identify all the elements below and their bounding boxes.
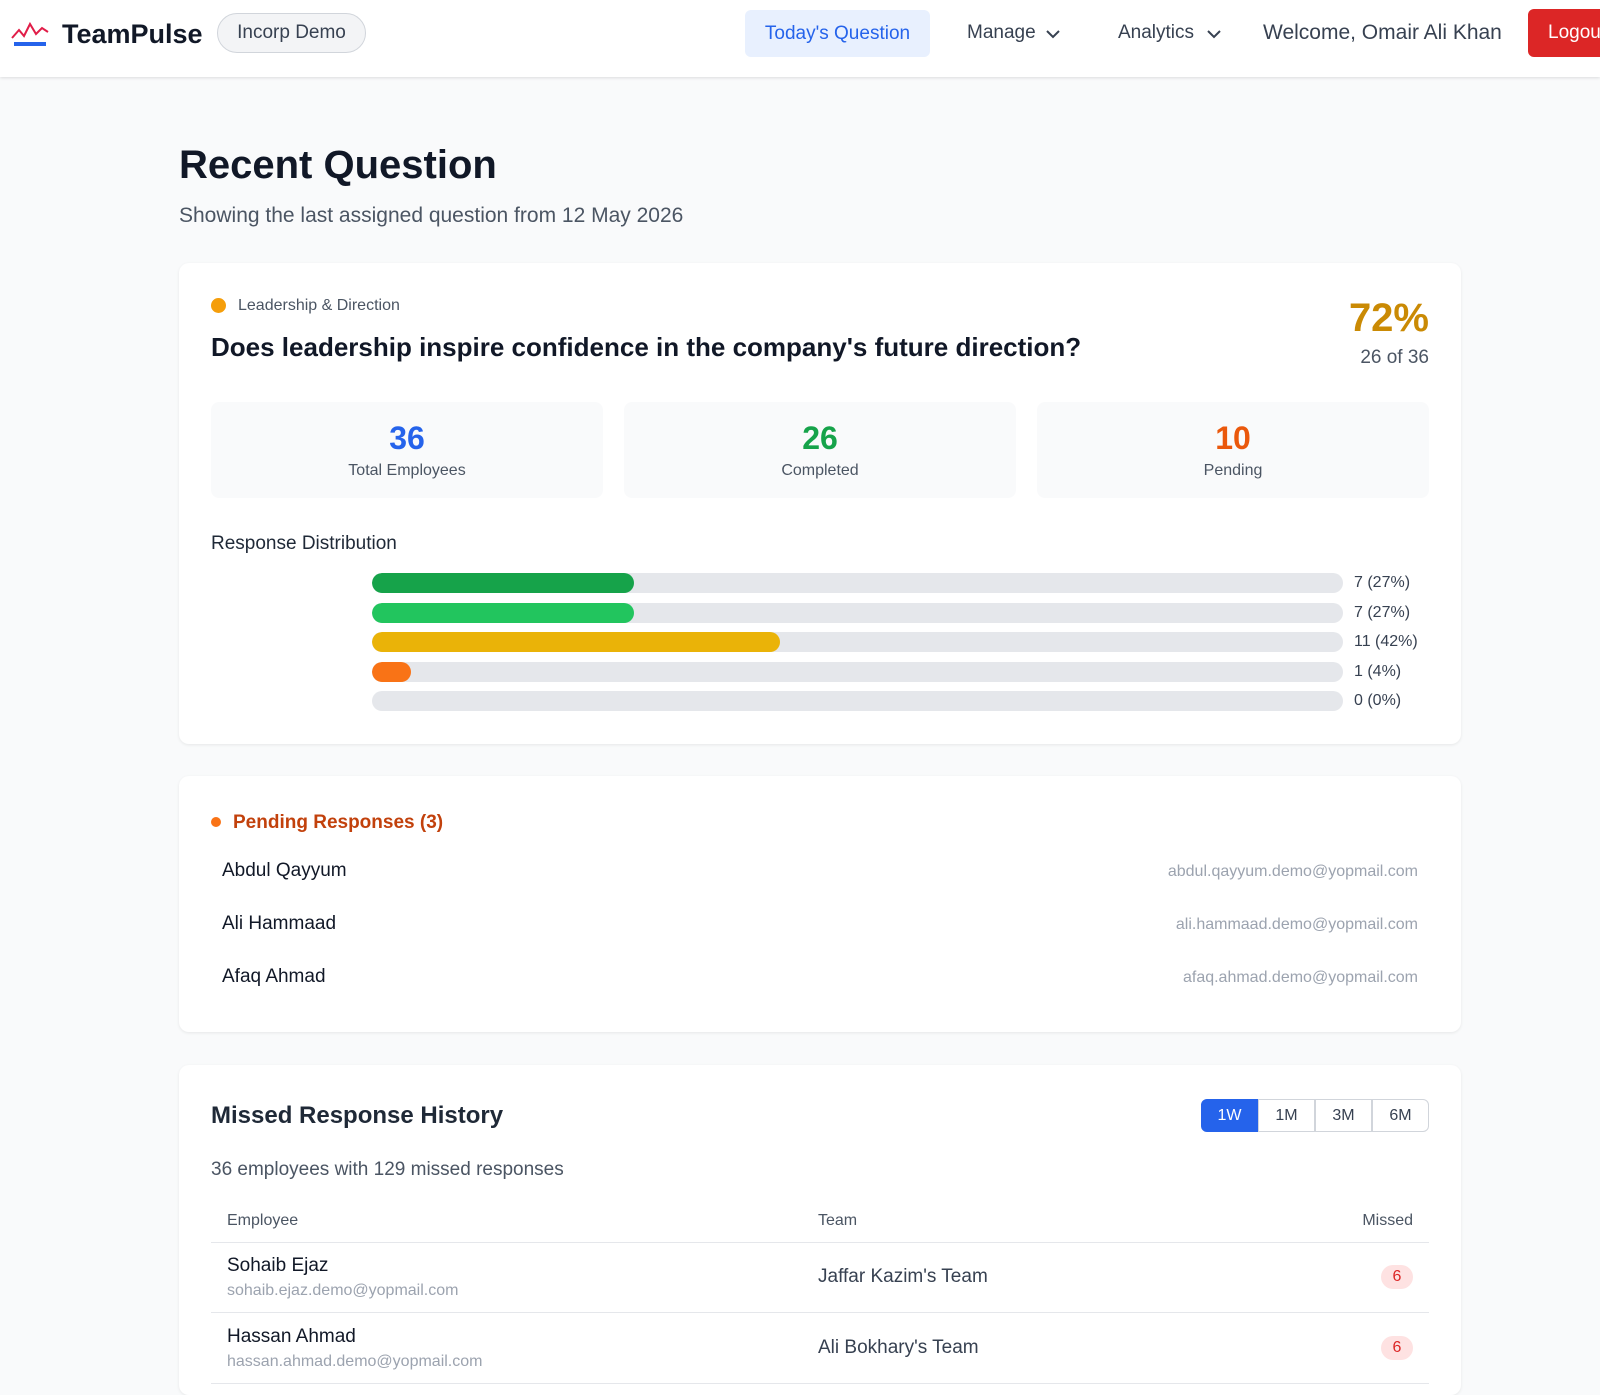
bar-track [372, 573, 1343, 593]
response-rate: 72% [1348, 296, 1429, 340]
pending-email: ali.hammaad.demo@yopmail.com [1175, 916, 1418, 933]
missed-badge: 6 [1381, 1265, 1413, 1289]
org-pill[interactable]: Incorp Demo [217, 13, 366, 53]
pending-name: Ali Hammaad [222, 913, 337, 934]
pending-email: abdul.qayyum.demo@yopmail.com [1167, 863, 1418, 880]
pending-title: Pending Responses (3) [233, 812, 444, 833]
category-dot [211, 298, 226, 313]
period-button[interactable]: 6M [1372, 1099, 1429, 1132]
nav-item[interactable]: Analytics [1118, 22, 1195, 43]
bar-track [372, 691, 1343, 711]
distribution-value: 7 (27%) [1354, 574, 1411, 591]
pending-email: afaq.ahmad.demo@yopmail.com [1182, 969, 1418, 986]
distribution-value: 7 (27%) [1354, 603, 1411, 621]
missed-badge: 6 [1381, 1336, 1413, 1360]
employee-email: sohaib.ejaz.demo@yopmail.com [227, 1282, 459, 1299]
bar [372, 661, 411, 682]
stat-value: 26 [802, 420, 838, 456]
stat-label: Total Employees [348, 462, 466, 479]
divider [211, 1242, 1429, 1243]
stat-box: 10 Pending [1037, 402, 1429, 498]
column-header: Team [818, 1212, 858, 1229]
missed-card: Missed Response History 36 employees wit… [179, 1065, 1461, 1395]
distribution-title: Response Distribution [211, 533, 397, 554]
chevron [1207, 30, 1221, 39]
stat-label: Pending [1203, 462, 1263, 479]
distribution-value: 11 (42%) [1354, 633, 1418, 650]
pending-card: Pending Responses (3) Abdul Qayyum abdul.… [179, 776, 1461, 1032]
period-button[interactable]: 1M [1258, 1099, 1315, 1132]
page-title: Recent Question [179, 143, 497, 187]
welcome: Welcome, Omair Ali Khan [1263, 21, 1502, 44]
column-header: Employee [227, 1212, 299, 1229]
pending-name: Abdul Qayyum [222, 860, 347, 881]
period-button[interactable]: 3M [1315, 1099, 1372, 1132]
team: Ali Bokhary's Team [818, 1337, 979, 1358]
page-subtitle: Showing the last assigned question from … [179, 204, 684, 227]
logout-button[interactable]: Logout [1528, 9, 1600, 57]
employee-email: hassan.ahmad.demo@yopmail.com [227, 1353, 483, 1370]
stat-box: 36 Total Employees [211, 402, 603, 498]
stat-value: 36 [389, 420, 425, 456]
bar-track [372, 602, 1343, 623]
rate-detail: 26 of 36 [1360, 347, 1429, 368]
question-card: Leadership & Direction Does leadership i… [179, 263, 1461, 744]
bar [372, 573, 635, 593]
missed-title: Missed Response History [211, 1102, 504, 1129]
logo [11, 21, 49, 46]
stat-value: 10 [1215, 420, 1251, 456]
bar [372, 632, 780, 652]
stat-box: 26 Completed [624, 402, 1016, 498]
top-bar: TeamPulse Incorp Demo Today's Question M… [0, 0, 1600, 77]
nav-item[interactable]: Manage [967, 22, 1036, 43]
employee-name: Hassan Ahmad [227, 1326, 356, 1347]
distribution-value: 0 (0%) [1354, 692, 1402, 709]
pending-dot [211, 817, 221, 827]
distribution-value: 1 (4%) [1354, 662, 1402, 680]
brand: TeamPulse [62, 19, 203, 49]
bar [372, 602, 635, 623]
column-header: Missed [1362, 1212, 1413, 1229]
stat-label: Completed [781, 462, 859, 479]
chevron [1046, 30, 1060, 39]
divider [211, 1383, 1429, 1384]
team: Jaffar Kazim's Team [818, 1266, 988, 1287]
missed-summary: 36 employees with 129 missed responses [211, 1159, 564, 1180]
employee-name: Sohaib Ejaz [227, 1255, 329, 1276]
bar-track [372, 632, 1343, 652]
category: Leadership & Direction [238, 297, 400, 314]
question-text: Does leadership inspire confidence in th… [211, 332, 1082, 362]
bar-track [372, 661, 1343, 682]
nav-item[interactable]: Today's Question [745, 10, 930, 57]
period-button[interactable]: 1W [1201, 1099, 1258, 1132]
divider [211, 1312, 1429, 1313]
pending-name: Afaq Ahmad [222, 966, 326, 987]
